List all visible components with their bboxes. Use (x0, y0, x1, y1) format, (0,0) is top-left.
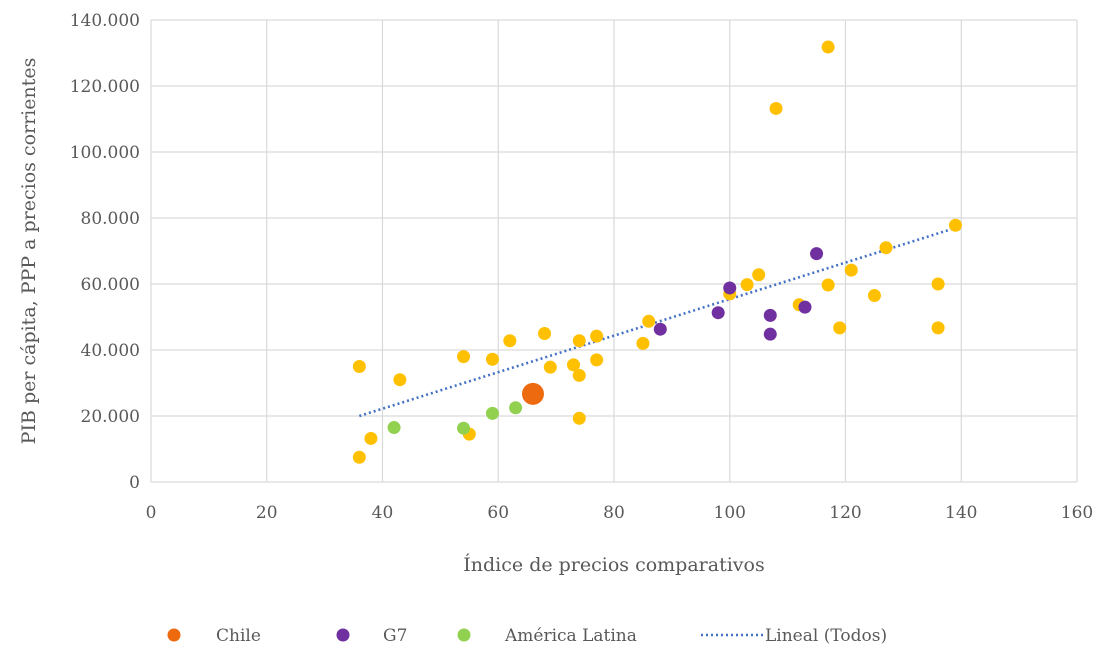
point-todos (485, 352, 499, 366)
point-todos (867, 289, 881, 303)
y-tick-label: 40.000 (81, 341, 140, 361)
point-todos (572, 368, 586, 382)
trendline-lineal-todos (358, 226, 956, 418)
y-tick-label: 120.000 (70, 77, 140, 97)
point-todos (844, 263, 858, 277)
x-tick-label: 140 (945, 503, 977, 523)
point-todos (543, 360, 557, 374)
point-chile (521, 382, 544, 405)
point-todos (752, 268, 766, 282)
point-todos (833, 321, 847, 335)
y-tick-label: 20.000 (81, 407, 140, 427)
x-tick-label: 80 (603, 503, 625, 523)
point-todos (740, 278, 754, 292)
point-todos (636, 336, 650, 350)
point-todos (538, 327, 552, 340)
point-g7 (810, 247, 824, 261)
y-tick-label: 80.000 (81, 209, 140, 229)
point-todos (769, 101, 783, 115)
legend-marker-icon (336, 628, 350, 642)
point-todos (503, 334, 517, 348)
x-tick-label: 60 (487, 503, 509, 523)
point-g7 (723, 281, 737, 295)
x-tick-label: 160 (1061, 503, 1093, 523)
data-points (352, 40, 962, 464)
x-tick-label: 100 (714, 503, 746, 523)
y-tick-label: 140.000 (70, 11, 140, 31)
point-todos (572, 334, 586, 348)
point-todos (457, 350, 471, 364)
legend-label-trend: Lineal (Todos) (765, 626, 887, 646)
point-latam (485, 406, 499, 420)
point-g7 (798, 300, 812, 314)
x-axis-ticks: 0 20 40 60 80 100 120 140 160 (146, 503, 1094, 523)
point-todos (572, 411, 586, 425)
point-todos (879, 241, 893, 255)
point-todos (821, 278, 835, 292)
trendline (358, 226, 956, 418)
point-todos (590, 329, 604, 343)
legend: Chile G7 América Latina Lineal (Todos) (167, 626, 887, 646)
point-todos (364, 431, 378, 445)
point-todos (566, 358, 580, 372)
x-axis-title: Índice de precios comparativos (463, 553, 764, 576)
point-g7 (653, 322, 667, 336)
x-tick-label: 40 (372, 503, 394, 523)
point-g7 (711, 306, 725, 320)
point-todos (393, 373, 407, 387)
point-todos (352, 360, 366, 373)
legend-marker-icon (167, 628, 181, 642)
point-todos (931, 321, 945, 335)
legend-label-chile: Chile (216, 626, 261, 646)
point-todos (948, 218, 962, 232)
legend-marker-icon (457, 628, 471, 642)
point-todos (590, 353, 604, 367)
legend-label-latam: América Latina (504, 626, 637, 646)
point-g7 (763, 308, 777, 322)
x-tick-label: 20 (256, 503, 278, 523)
y-tick-label: 0 (129, 473, 140, 493)
grid-lines (150, 19, 1078, 483)
y-tick-label: 60.000 (81, 275, 140, 295)
point-todos (821, 40, 835, 54)
legend-label-g7: G7 (383, 626, 407, 646)
point-todos (931, 277, 945, 291)
point-todos (642, 314, 656, 328)
y-tick-label: 100.000 (70, 143, 140, 163)
point-latam (387, 421, 401, 435)
point-g7 (763, 327, 777, 341)
x-tick-label: 120 (829, 503, 861, 523)
point-latam (509, 401, 523, 415)
x-tick-label: 0 (146, 503, 157, 523)
point-todos (352, 450, 366, 464)
y-axis-ticks: 0 20.000 40.000 60.000 80.000 100.000 120.000 1… (70, 11, 140, 493)
point-latam (457, 421, 471, 435)
y-axis-title: PIB per cápita, PPP a precios corrientes (18, 58, 40, 445)
